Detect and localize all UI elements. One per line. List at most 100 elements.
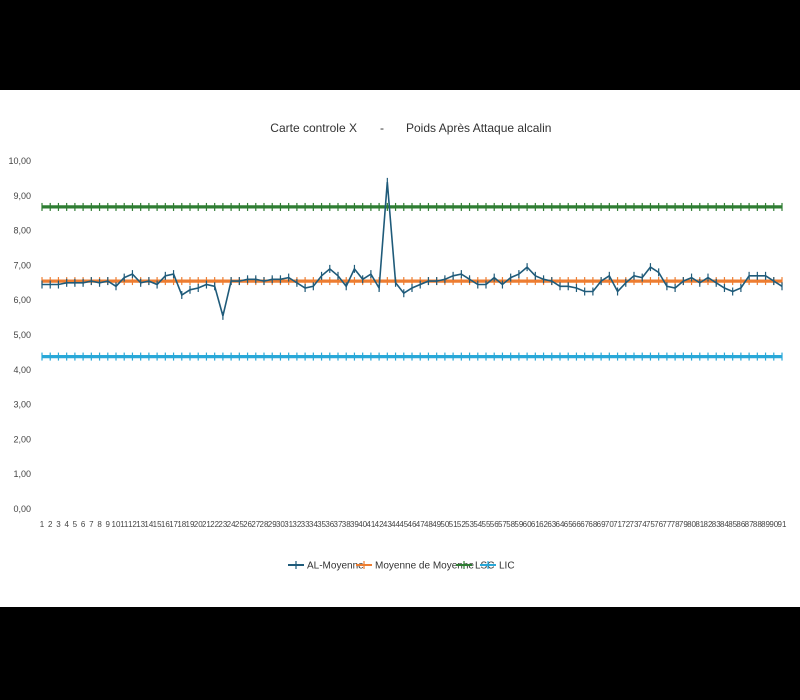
x-tick-label: 52	[457, 520, 466, 529]
x-tick-label: 47	[416, 520, 425, 529]
x-tick-label: 39	[350, 520, 359, 529]
legend-label: LIC	[499, 561, 515, 572]
x-tick-label: 8	[97, 520, 102, 529]
y-axis: 0,00 1,00 2,00 3,00 4,00 5,00 6,00 7,00 8,00 9,00…	[8, 156, 31, 514]
x-tick-label: 78	[671, 520, 680, 529]
series-lic	[41, 352, 783, 361]
legend-label: Moyenne de Moyenne	[375, 561, 474, 572]
x-tick-label: 76	[654, 520, 663, 529]
x-tick-label: 10	[112, 520, 121, 529]
x-tick-label: 20	[194, 520, 203, 529]
x-tick-label: 69	[597, 520, 606, 529]
x-tick-label: 81	[695, 520, 704, 529]
y-tick-label: 2,00	[13, 434, 31, 444]
x-tick-label: 55	[482, 520, 491, 529]
x-tick-label: 82	[704, 520, 713, 529]
legend-item: AL-Moyenne	[288, 561, 364, 572]
x-tick-label: 18	[177, 520, 186, 529]
x-tick-label: 1	[40, 520, 45, 529]
x-tick-label: 11	[120, 520, 129, 529]
x-tick-label: 23	[218, 520, 227, 529]
x-tick-label: 72	[621, 520, 630, 529]
x-tick-label: 49	[432, 520, 441, 529]
legend-item: LIC	[480, 561, 515, 572]
x-tick-label: 73	[630, 520, 639, 529]
x-tick-label: 31	[284, 520, 293, 529]
x-tick-label: 6	[81, 520, 86, 529]
x-tick-label: 4	[64, 520, 69, 529]
x-tick-label: 87	[745, 520, 754, 529]
y-tick-label: 7,00	[13, 260, 31, 270]
x-tick-label: 30	[276, 520, 285, 529]
x-tick-label: 29	[268, 520, 277, 529]
y-tick-label: 6,00	[13, 295, 31, 305]
x-tick-label: 75	[646, 520, 655, 529]
x-tick-label: 24	[227, 520, 236, 529]
x-tick-label: 59	[514, 520, 523, 529]
x-tick-label: 25	[235, 520, 244, 529]
y-tick-label: 1,00	[13, 469, 31, 479]
chart-title-left: Carte controle X	[270, 121, 357, 135]
y-tick-label: 0,00	[13, 504, 31, 514]
x-tick-label: 67	[580, 520, 589, 529]
x-tick-label: 32	[292, 520, 301, 529]
chart-panel: Carte controle X - Poids Après Attaque a…	[0, 90, 800, 607]
x-tick-label: 7	[89, 520, 94, 529]
x-tick-label: 36	[325, 520, 334, 529]
chart-title-separator: -	[380, 121, 384, 135]
series-moyenne-de-moyenne	[41, 277, 783, 286]
x-tick-label: 22	[210, 520, 219, 529]
y-tick-label: 9,00	[13, 191, 31, 201]
x-tick-label: 44	[391, 520, 400, 529]
x-tick-label: 79	[679, 520, 688, 529]
x-tick-label: 15	[153, 520, 162, 529]
x-tick-label: 9	[106, 520, 111, 529]
y-tick-label: 8,00	[13, 226, 31, 236]
chart-title-right: Poids Après Attaque alcalin	[406, 121, 551, 135]
x-tick-label: 68	[588, 520, 597, 529]
x-tick-label: 91	[778, 520, 787, 529]
x-tick-label: 74	[638, 520, 647, 529]
x-tick-label: 46	[408, 520, 417, 529]
legend-item: Moyenne de Moyenne	[356, 561, 474, 572]
x-tick-label: 35	[317, 520, 326, 529]
x-tick-label: 90	[769, 520, 778, 529]
y-tick-label: 4,00	[13, 365, 31, 375]
x-tick-label: 12	[128, 520, 137, 529]
x-tick-label: 88	[753, 520, 762, 529]
series-layer	[41, 177, 783, 361]
x-tick-label: 16	[161, 520, 170, 529]
x-tick-label: 65	[564, 520, 573, 529]
x-tick-label: 61	[531, 520, 540, 529]
x-tick-label: 37	[334, 520, 343, 529]
x-tick-label: 5	[73, 520, 78, 529]
x-tick-label: 57	[498, 520, 507, 529]
x-tick-label: 2	[48, 520, 53, 529]
x-tick-label: 21	[202, 520, 211, 529]
x-tick-label: 86	[736, 520, 745, 529]
x-tick-label: 56	[490, 520, 499, 529]
x-tick-label: 13	[136, 520, 145, 529]
x-tick-label: 38	[342, 520, 351, 529]
x-tick-label: 19	[186, 520, 195, 529]
x-tick-label: 14	[144, 520, 153, 529]
x-tick-label: 34	[309, 520, 318, 529]
x-tick-label: 33	[301, 520, 310, 529]
x-tick-label: 71	[613, 520, 622, 529]
x-tick-label: 17	[169, 520, 178, 529]
x-tick-label: 26	[243, 520, 252, 529]
x-tick-label: 43	[383, 520, 392, 529]
x-tick-label: 64	[556, 520, 565, 529]
y-tick-label: 3,00	[13, 400, 31, 410]
control-chart: Carte controle X - Poids Après Attaque a…	[8, 121, 787, 572]
y-tick-label: 5,00	[13, 330, 31, 340]
x-tick-label: 54	[473, 520, 482, 529]
x-tick-label: 58	[506, 520, 515, 529]
x-axis: 1 2 3 4 5 6 7 8 9 10 11 12 13 14 15 16 17 18 19 20 21 22 23 24 2…	[40, 520, 787, 529]
series-al-moyenne	[41, 177, 783, 320]
x-tick-label: 89	[761, 520, 770, 529]
x-tick-label: 45	[399, 520, 408, 529]
series-lsc	[41, 202, 783, 211]
x-tick-label: 63	[547, 520, 556, 529]
